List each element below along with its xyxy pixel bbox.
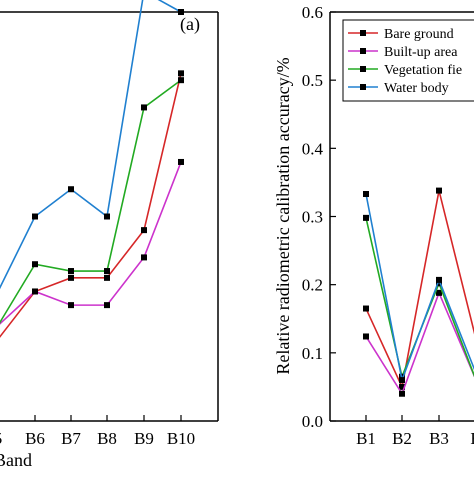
legend-swatch-marker	[360, 84, 366, 90]
legend-label: Water body	[384, 81, 449, 96]
right-y-tick-label: 0.6	[302, 3, 323, 22]
left-data-point	[141, 254, 147, 261]
right-x-tick-label: B2	[392, 429, 412, 448]
right-x-tick-label: B1	[356, 429, 376, 448]
right-data-point	[436, 280, 442, 287]
right-y-tick-label: 0.4	[302, 139, 324, 158]
left-data-point	[178, 9, 184, 15]
right-series-group	[363, 187, 474, 397]
legend-items: Bare ground Built-up area Vegetation fie Wa…	[348, 27, 462, 96]
left-data-point	[178, 77, 184, 84]
right-y-tick-label: 0.1	[302, 344, 323, 363]
left-data-point	[68, 186, 74, 193]
right-y-tick-label: 0.2	[302, 276, 323, 295]
right-data-point	[399, 383, 405, 390]
legend-swatch-marker	[360, 66, 366, 72]
left-data-point	[104, 268, 110, 275]
left-x-tick-label: B10	[167, 429, 195, 448]
left-data-point	[32, 213, 38, 220]
left-series-line-0	[0, 73, 182, 338]
left-data-point	[104, 274, 110, 281]
left-data-point	[178, 158, 184, 165]
right-x-tick-label: B3	[429, 429, 449, 448]
left-data-point	[68, 302, 74, 309]
right-series-line-0	[365, 190, 474, 390]
left-x-tick-label: B8	[97, 429, 117, 448]
right-y-tick-label: 0.0	[302, 412, 323, 431]
right-data-point	[363, 214, 369, 221]
legend-label: Built-up area	[384, 45, 458, 60]
left-panel: (a) 5 B6 B7 B8 B9 B10 Band	[0, 0, 219, 470]
left-series-line-1	[0, 161, 182, 325]
right-data-point	[436, 276, 442, 283]
left-panel-label: (a)	[180, 14, 200, 35]
left-data-point	[141, 227, 147, 234]
left-series-line-2	[0, 79, 182, 324]
legend-swatch-marker	[360, 30, 366, 36]
right-x-ticks: B1 B2 B3 B	[356, 415, 474, 448]
left-data-point	[104, 213, 110, 220]
left-x-tick-label: B9	[134, 429, 154, 448]
left-x-tick-label: 5	[0, 429, 2, 448]
right-series-line-2	[365, 217, 474, 380]
right-y-tick-label: 0.3	[302, 208, 323, 227]
legend: Bare ground Built-up area Vegetation fie Wa…	[342, 19, 474, 102]
left-x-tick-label: B7	[61, 429, 81, 448]
left-data-point	[141, 104, 147, 111]
left-series-group	[0, 0, 184, 338]
right-data-point	[363, 191, 369, 198]
left-data-point	[32, 261, 38, 268]
right-y-tick-label: 0.5	[302, 71, 323, 90]
right-series-line-3	[365, 193, 474, 384]
right-x-tick-label: B	[470, 429, 474, 448]
left-x-ticks: 5 B6 B7 B8 B9 B10	[0, 415, 195, 448]
right-data-point	[363, 305, 369, 312]
left-data-point	[32, 288, 38, 295]
right-y-ticks: 0.0 0.1 0.2 0.3 0.4 0.5 0.6	[302, 3, 336, 431]
right-panel: 0.0 0.1 0.2 0.3 0.4 0.5 0.6 B1 B2 B3 B Relative r…	[273, 3, 474, 448]
right-data-point	[436, 187, 442, 194]
right-data-point	[363, 333, 369, 340]
legend-label: Bare ground	[384, 27, 454, 42]
right-data-point	[399, 390, 405, 397]
legend-swatch-marker	[360, 48, 366, 54]
left-data-point	[104, 302, 110, 309]
left-x-axis-title: Band	[0, 450, 32, 470]
left-data-point	[68, 268, 74, 275]
left-data-point	[178, 70, 184, 77]
right-y-axis-title: Relative radiometric calibration accurac…	[273, 57, 293, 374]
right-data-point	[399, 377, 405, 384]
right-series-line-1	[365, 290, 474, 396]
left-data-point	[68, 274, 74, 281]
left-series-line-3	[0, 0, 182, 290]
left-x-tick-label: B6	[25, 429, 45, 448]
legend-label: Vegetation fie	[384, 63, 462, 78]
right-data-point	[436, 289, 442, 296]
